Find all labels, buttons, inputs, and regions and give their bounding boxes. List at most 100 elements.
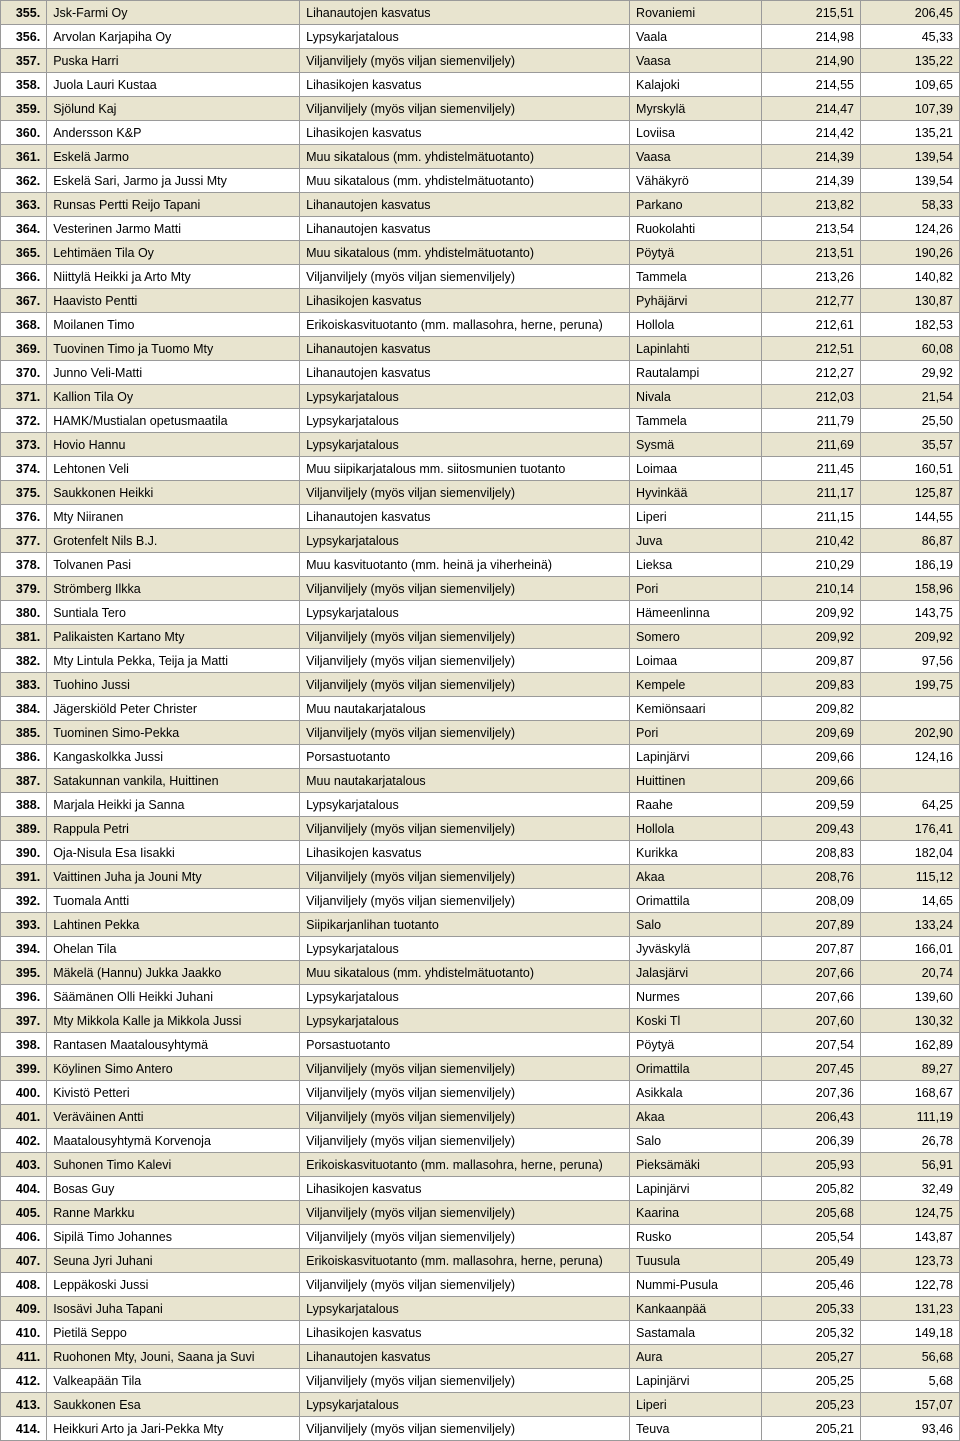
- value1-cell: 211,45: [762, 457, 861, 481]
- value2-cell: 160,51: [860, 457, 959, 481]
- name-cell: Puska Harri: [47, 49, 300, 73]
- activity-cell: Lypsykarjatalous: [300, 1297, 630, 1321]
- rank-cell: 370.: [1, 361, 47, 385]
- value2-cell: 199,75: [860, 673, 959, 697]
- activity-cell: Lihasikojen kasvatus: [300, 121, 630, 145]
- value1-cell: 214,39: [762, 145, 861, 169]
- rank-cell: 408.: [1, 1273, 47, 1297]
- value2-cell: 97,56: [860, 649, 959, 673]
- location-cell: Vähäkyrö: [630, 169, 762, 193]
- name-cell: Rantasen Maatalousyhtymä: [47, 1033, 300, 1057]
- value1-cell: 210,14: [762, 577, 861, 601]
- value2-cell: 111,19: [860, 1105, 959, 1129]
- value2-cell: 29,92: [860, 361, 959, 385]
- name-cell: Strömberg Ilkka: [47, 577, 300, 601]
- rank-cell: 380.: [1, 601, 47, 625]
- value1-cell: 211,15: [762, 505, 861, 529]
- value2-cell: 206,45: [860, 1, 959, 25]
- value1-cell: 205,49: [762, 1249, 861, 1273]
- activity-cell: Viljanviljely (myös viljan siemenviljely…: [300, 1417, 630, 1441]
- location-cell: Salo: [630, 913, 762, 937]
- value2-cell: 56,68: [860, 1345, 959, 1369]
- activity-cell: Viljanviljely (myös viljan siemenviljely…: [300, 1105, 630, 1129]
- name-cell: Mty Niiranen: [47, 505, 300, 529]
- rank-cell: 388.: [1, 793, 47, 817]
- location-cell: Lapinjärvi: [630, 745, 762, 769]
- rank-cell: 364.: [1, 217, 47, 241]
- location-cell: Tammela: [630, 409, 762, 433]
- value2-cell: 14,65: [860, 889, 959, 913]
- activity-cell: Erikoiskasvituotanto (mm. mallasohra, he…: [300, 313, 630, 337]
- name-cell: Moilanen Timo: [47, 313, 300, 337]
- table-row: 401.Veräväinen AnttiViljanviljely (myös …: [1, 1105, 960, 1129]
- table-row: 356.Arvolan Karjapiha OyLypsykarjatalous…: [1, 25, 960, 49]
- name-cell: Saukkonen Heikki: [47, 481, 300, 505]
- rank-cell: 406.: [1, 1225, 47, 1249]
- name-cell: Köylinen Simo Antero: [47, 1057, 300, 1081]
- value1-cell: 209,83: [762, 673, 861, 697]
- value1-cell: 209,92: [762, 601, 861, 625]
- name-cell: Jsk-Farmi Oy: [47, 1, 300, 25]
- value1-cell: 205,21: [762, 1417, 861, 1441]
- value1-cell: 209,82: [762, 697, 861, 721]
- value2-cell: 209,92: [860, 625, 959, 649]
- location-cell: Pori: [630, 721, 762, 745]
- data-table: 355.Jsk-Farmi OyLihanautojen kasvatusRov…: [0, 0, 960, 1441]
- name-cell: Pietilä Seppo: [47, 1321, 300, 1345]
- activity-cell: Siipikarjanlihan tuotanto: [300, 913, 630, 937]
- value2-cell: 143,75: [860, 601, 959, 625]
- table-row: 381.Palikaisten Kartano MtyViljanviljely…: [1, 625, 960, 649]
- rank-cell: 355.: [1, 1, 47, 25]
- value1-cell: 205,33: [762, 1297, 861, 1321]
- rank-cell: 398.: [1, 1033, 47, 1057]
- name-cell: Ranne Markku: [47, 1201, 300, 1225]
- name-cell: Ruohonen Mty, Jouni, Saana ja Suvi: [47, 1345, 300, 1369]
- value2-cell: 26,78: [860, 1129, 959, 1153]
- value2-cell: 5,68: [860, 1369, 959, 1393]
- location-cell: Hollola: [630, 313, 762, 337]
- activity-cell: Viljanviljely (myös viljan siemenviljely…: [300, 649, 630, 673]
- rank-cell: 401.: [1, 1105, 47, 1129]
- rank-cell: 386.: [1, 745, 47, 769]
- name-cell: Vaittinen Juha ja Jouni Mty: [47, 865, 300, 889]
- activity-cell: Lypsykarjatalous: [300, 1393, 630, 1417]
- location-cell: Nurmes: [630, 985, 762, 1009]
- value1-cell: 212,61: [762, 313, 861, 337]
- name-cell: Mty Lintula Pekka, Teija ja Matti: [47, 649, 300, 673]
- value2-cell: 93,46: [860, 1417, 959, 1441]
- location-cell: Loimaa: [630, 457, 762, 481]
- location-cell: Raahe: [630, 793, 762, 817]
- value1-cell: 215,51: [762, 1, 861, 25]
- table-row: 376.Mty NiiranenLihanautojen kasvatusLip…: [1, 505, 960, 529]
- name-cell: Ohelan Tila: [47, 937, 300, 961]
- value1-cell: 205,23: [762, 1393, 861, 1417]
- activity-cell: Porsastuotanto: [300, 1033, 630, 1057]
- activity-cell: Lypsykarjatalous: [300, 601, 630, 625]
- table-row: 382.Mty Lintula Pekka, Teija ja MattiVil…: [1, 649, 960, 673]
- rank-cell: 374.: [1, 457, 47, 481]
- name-cell: Maatalousyhtymä Korvenoja: [47, 1129, 300, 1153]
- value2-cell: 131,23: [860, 1297, 959, 1321]
- location-cell: Loimaa: [630, 649, 762, 673]
- value1-cell: 210,42: [762, 529, 861, 553]
- activity-cell: Lihanautojen kasvatus: [300, 361, 630, 385]
- table-row: 394.Ohelan TilaLypsykarjatalousJyväskylä…: [1, 937, 960, 961]
- value2-cell: 166,01: [860, 937, 959, 961]
- value2-cell: [860, 769, 959, 793]
- rank-cell: 411.: [1, 1345, 47, 1369]
- table-row: 387.Satakunnan vankila, HuittinenMuu nau…: [1, 769, 960, 793]
- value2-cell: 125,87: [860, 481, 959, 505]
- rank-cell: 384.: [1, 697, 47, 721]
- location-cell: Kemiönsaari: [630, 697, 762, 721]
- table-row: 398.Rantasen MaatalousyhtymäPorsastuotan…: [1, 1033, 960, 1057]
- table-row: 367.Haavisto PenttiLihasikojen kasvatusP…: [1, 289, 960, 313]
- value1-cell: 214,42: [762, 121, 861, 145]
- table-row: 380.Suntiala TeroLypsykarjatalousHämeenl…: [1, 601, 960, 625]
- value2-cell: 122,78: [860, 1273, 959, 1297]
- table-row: 412.Valkeapään TilaViljanviljely (myös v…: [1, 1369, 960, 1393]
- name-cell: Suntiala Tero: [47, 601, 300, 625]
- location-cell: Akaa: [630, 1105, 762, 1129]
- rank-cell: 379.: [1, 577, 47, 601]
- rank-cell: 377.: [1, 529, 47, 553]
- name-cell: Tuovinen Timo ja Tuomo Mty: [47, 337, 300, 361]
